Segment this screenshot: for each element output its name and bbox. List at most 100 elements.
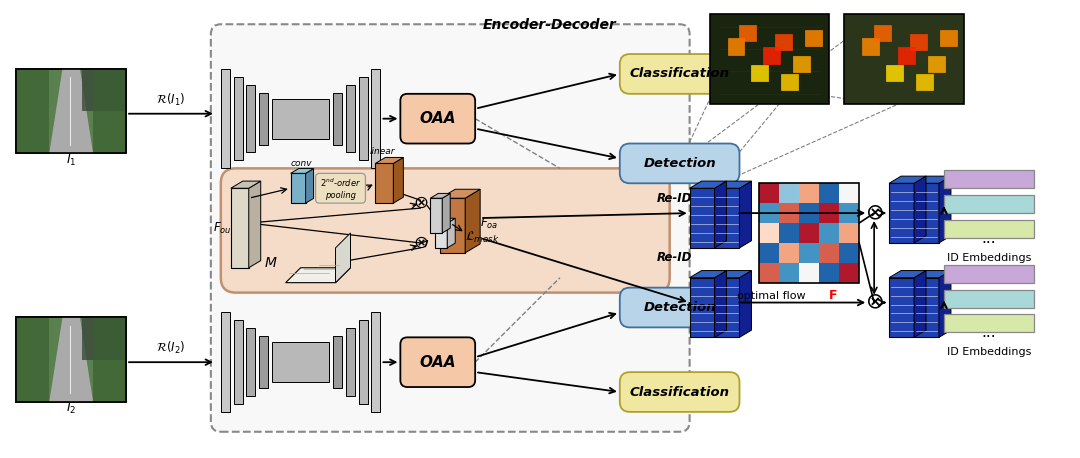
Bar <box>231 188 248 268</box>
Bar <box>333 93 342 145</box>
Bar <box>715 278 740 338</box>
Bar <box>93 317 126 402</box>
Bar <box>780 203 799 223</box>
Bar <box>806 29 822 46</box>
Polygon shape <box>248 181 260 268</box>
Bar <box>435 223 447 248</box>
Bar <box>233 77 243 160</box>
Bar <box>233 321 243 404</box>
Bar <box>82 69 126 111</box>
Bar <box>839 183 860 203</box>
Bar <box>690 188 715 248</box>
Bar <box>944 289 1034 307</box>
Polygon shape <box>690 181 727 188</box>
Bar <box>944 265 1034 283</box>
Text: $M$: $M$ <box>264 256 278 270</box>
Bar <box>794 56 810 72</box>
Polygon shape <box>430 193 450 198</box>
Bar <box>441 198 465 253</box>
Text: $I_1$: $I_1$ <box>66 153 77 168</box>
Polygon shape <box>376 158 403 164</box>
Bar <box>820 183 839 203</box>
Bar <box>272 342 329 382</box>
Text: $\mathcal{L}_{mask}$: $\mathcal{L}_{mask}$ <box>465 230 500 245</box>
Bar <box>359 321 367 404</box>
Bar <box>272 99 329 139</box>
Bar <box>259 336 268 388</box>
Bar <box>799 203 820 223</box>
FancyBboxPatch shape <box>401 338 475 387</box>
Bar <box>220 312 230 412</box>
Bar <box>799 263 820 283</box>
Text: $2^{nd}$-order
pooling: $2^{nd}$-order pooling <box>320 177 361 200</box>
Bar <box>780 263 799 283</box>
FancyBboxPatch shape <box>220 169 670 293</box>
Bar <box>944 220 1034 238</box>
Bar <box>944 170 1034 188</box>
Bar <box>16 317 50 402</box>
Polygon shape <box>50 69 93 153</box>
Bar <box>759 183 860 283</box>
Bar <box>690 278 715 338</box>
Bar <box>781 74 798 90</box>
Text: Re-ID: Re-ID <box>657 251 692 264</box>
Polygon shape <box>291 169 313 173</box>
Bar <box>910 34 927 50</box>
Bar <box>759 263 780 283</box>
FancyBboxPatch shape <box>211 24 690 432</box>
Bar <box>839 263 860 283</box>
Bar <box>346 85 355 153</box>
Polygon shape <box>336 233 351 283</box>
FancyBboxPatch shape <box>620 143 740 183</box>
Polygon shape <box>939 271 951 338</box>
Bar <box>728 38 744 55</box>
FancyBboxPatch shape <box>620 372 740 412</box>
Bar <box>346 328 355 396</box>
Text: optimal flow: optimal flow <box>738 290 809 300</box>
Bar <box>376 164 393 203</box>
Bar <box>220 69 230 169</box>
Bar <box>759 243 780 263</box>
Text: $I_2$: $I_2$ <box>66 401 77 416</box>
Bar <box>799 183 820 203</box>
Bar <box>944 195 1034 213</box>
Bar <box>16 69 126 153</box>
Polygon shape <box>715 271 727 338</box>
Polygon shape <box>715 181 752 188</box>
Polygon shape <box>889 176 926 183</box>
Bar <box>93 69 126 153</box>
Text: Encoder-Decoder: Encoder-Decoder <box>483 18 617 32</box>
Text: OAA: OAA <box>419 111 456 126</box>
Text: OAA: OAA <box>419 354 456 370</box>
FancyBboxPatch shape <box>620 54 740 94</box>
Bar <box>16 317 126 402</box>
Bar <box>359 77 367 160</box>
Polygon shape <box>690 271 727 278</box>
Bar <box>862 38 879 55</box>
Polygon shape <box>914 176 951 183</box>
Bar <box>759 203 780 223</box>
Polygon shape <box>914 271 951 278</box>
Bar <box>246 85 255 153</box>
Polygon shape <box>914 176 926 243</box>
Text: $\otimes$: $\otimes$ <box>865 293 883 312</box>
Polygon shape <box>393 158 403 203</box>
Bar <box>944 315 1034 333</box>
Bar <box>820 243 839 263</box>
Bar <box>839 243 860 263</box>
Bar <box>845 14 964 104</box>
Bar <box>715 188 740 248</box>
Bar <box>889 183 914 243</box>
Text: ...: ... <box>982 325 996 340</box>
Polygon shape <box>889 271 926 278</box>
Polygon shape <box>447 218 455 248</box>
Polygon shape <box>442 193 450 233</box>
Text: conv: conv <box>291 159 312 169</box>
Bar <box>874 25 891 41</box>
FancyBboxPatch shape <box>620 288 740 327</box>
Bar <box>780 183 799 203</box>
Bar <box>759 223 780 243</box>
Bar <box>889 278 914 338</box>
Polygon shape <box>435 218 455 223</box>
Bar <box>82 317 126 360</box>
